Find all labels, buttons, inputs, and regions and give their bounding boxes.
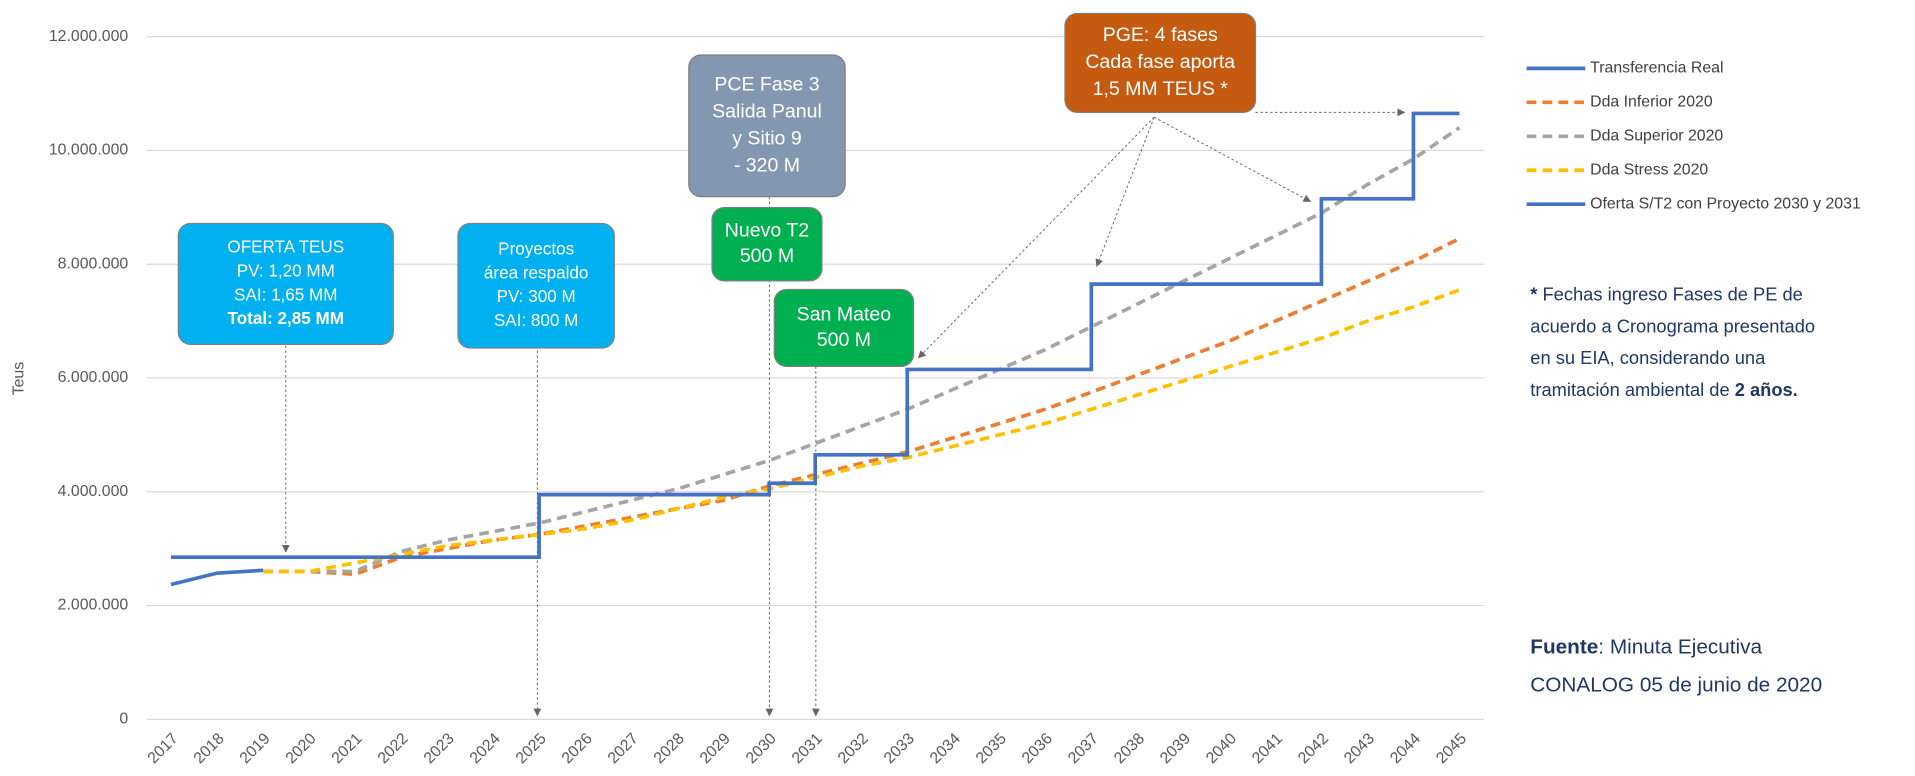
x-tick-label: 2028 bbox=[651, 730, 688, 767]
legend-label: Oferta S/T2 con Proyecto 2030 y 2031 bbox=[1590, 195, 1861, 212]
series-line bbox=[263, 288, 1461, 574]
arrow bbox=[1153, 116, 1312, 202]
lines bbox=[170, 111, 1461, 587]
x-tick-label: 2035 bbox=[973, 730, 1010, 767]
annotation-box bbox=[773, 288, 915, 368]
series-line bbox=[263, 126, 1461, 574]
note-line: acuerdo a Cronograma presentado bbox=[1530, 315, 1815, 336]
annotation-text: Salida Panul bbox=[712, 101, 822, 123]
y-tick-label: 8.000.000 bbox=[58, 255, 129, 272]
note-text: 2 años. bbox=[1735, 379, 1798, 400]
annotation-text: área respaldo bbox=[484, 263, 588, 282]
annotation-text: Proyectos bbox=[498, 240, 574, 259]
annotation-text: y Sitio 9 bbox=[732, 127, 801, 149]
x-tick-label: 2019 bbox=[237, 730, 274, 767]
y-tick-label: 12.000.000 bbox=[49, 28, 129, 45]
note-text: acuerdo a Cronograma presentado bbox=[1530, 315, 1815, 336]
source-text: Fuente bbox=[1530, 636, 1598, 659]
annotation-text: 500 M bbox=[817, 329, 871, 351]
y-tick-label: 2.000.000 bbox=[58, 597, 129, 614]
note-text: Fechas ingreso Fases de PE de bbox=[1537, 283, 1802, 304]
x-tick-label: 2033 bbox=[881, 730, 918, 767]
source-line: CONALOG 05 de junio de 2020 bbox=[1530, 674, 1822, 697]
x-tick-label: 2029 bbox=[697, 730, 734, 767]
x-tick-label: 2034 bbox=[927, 730, 964, 767]
legend: Transferencia Real Dda Inferior 2020 Dda S… bbox=[1526, 60, 1861, 212]
note-text: en su EIA, considerando una bbox=[1530, 347, 1766, 368]
annotation-text: OFERTA TEUS bbox=[227, 238, 344, 257]
x-tick-label: 2022 bbox=[375, 730, 412, 767]
x-tick-label: 2032 bbox=[835, 730, 872, 767]
annotation-text: Nuevo T2 bbox=[725, 220, 809, 242]
arrows bbox=[281, 108, 1406, 717]
x-tick-label: 2020 bbox=[283, 730, 320, 767]
annotation-text: PGE: 4 fases bbox=[1103, 24, 1218, 46]
annotation-box bbox=[711, 207, 823, 282]
x-tick-label: 2023 bbox=[421, 730, 458, 767]
note-line: tramitación ambiental de 2 años. bbox=[1530, 379, 1797, 400]
x-tick-label: 2037 bbox=[1065, 730, 1102, 767]
x-tick-label: 2042 bbox=[1295, 730, 1332, 767]
x-tick-label: 2044 bbox=[1387, 730, 1424, 767]
x-tick-label: 2018 bbox=[191, 730, 228, 767]
x-tick-label: 2038 bbox=[1111, 730, 1148, 767]
plot: Teus 0 2.000.000 4.000.000 6.000.000 8.000.0… bbox=[11, 12, 1861, 767]
x-tick-label: 2031 bbox=[789, 730, 826, 767]
legend-label: Transferencia Real bbox=[1590, 60, 1723, 77]
annotation-box bbox=[1064, 12, 1257, 113]
source-text: : Minuta Ejecutiva bbox=[1598, 636, 1762, 659]
x-tick-label: 2041 bbox=[1249, 730, 1286, 767]
notes: * Fechas ingreso Fases de PE de acuerdo … bbox=[1530, 283, 1822, 696]
annotations: OFERTA TEUS PV: 1,20 MM SAI: 1,65 MM Total:… bbox=[177, 12, 1257, 368]
annotation-text: PCE Fase 3 bbox=[714, 74, 819, 96]
annotation-text: 500 M bbox=[740, 245, 794, 267]
x-tick-label: 2017 bbox=[145, 730, 182, 767]
y-tick-label: 6.000.000 bbox=[58, 369, 129, 386]
x-tick-label: 2045 bbox=[1433, 730, 1470, 767]
annotation-text: Total: 2,85 MM bbox=[228, 309, 344, 328]
x-tick-label: 2030 bbox=[743, 730, 780, 767]
x-tick-label: 2026 bbox=[559, 730, 596, 767]
y-axis-label: Teus bbox=[11, 362, 28, 396]
legend-label: Dda Stress 2020 bbox=[1590, 161, 1708, 178]
annotation-box bbox=[688, 54, 846, 198]
source-text: CONALOG 05 de junio de 2020 bbox=[1530, 674, 1822, 697]
x-tick-label: 2036 bbox=[1019, 730, 1056, 767]
x-tick-label: 2021 bbox=[329, 730, 366, 767]
x-tick-label: 2040 bbox=[1203, 730, 1240, 767]
x-tick-label: 2039 bbox=[1157, 730, 1194, 767]
series-line bbox=[170, 568, 264, 587]
legend-label: Dda Inferior 2020 bbox=[1590, 94, 1713, 111]
x-tick-label: 2043 bbox=[1341, 730, 1378, 767]
annotation-text: PV: 300 M bbox=[497, 287, 576, 306]
annotation-text: PV: 1,20 MM bbox=[237, 262, 335, 281]
annotation-text: San Mateo bbox=[797, 303, 892, 325]
x-tick-label: 2025 bbox=[513, 730, 550, 767]
note-text: * bbox=[1530, 283, 1538, 304]
source-line: Fuente: Minuta Ejecutiva bbox=[1530, 636, 1762, 659]
annotation-box bbox=[457, 222, 615, 349]
x-tick-label: 2027 bbox=[605, 730, 642, 767]
y-tick-label: 10.000.000 bbox=[49, 142, 129, 159]
y-tick-label: 4.000.000 bbox=[58, 483, 129, 500]
arrow bbox=[917, 116, 1155, 359]
note-text: tramitación ambiental de bbox=[1530, 379, 1734, 400]
annotation-text: SAI: 800 M bbox=[494, 311, 578, 330]
annotation-box bbox=[177, 222, 394, 346]
series-line bbox=[263, 236, 1461, 577]
series-line bbox=[170, 111, 1460, 560]
annotation-text: Cada fase aporta bbox=[1085, 51, 1235, 73]
arrow bbox=[1095, 117, 1155, 267]
note-line: * Fechas ingreso Fases de PE de bbox=[1530, 283, 1803, 304]
y-tick-label: 0 bbox=[119, 711, 128, 728]
annotation-text: - 320 M bbox=[734, 154, 800, 176]
legend-label: Dda Superior 2020 bbox=[1590, 127, 1723, 144]
note-line: en su EIA, considerando una bbox=[1530, 347, 1766, 368]
annotation-text: 1,5 MM TEUS * bbox=[1093, 78, 1229, 100]
x-tick-label: 2024 bbox=[467, 730, 504, 767]
annotation-text: SAI: 1,65 MM bbox=[234, 285, 337, 304]
